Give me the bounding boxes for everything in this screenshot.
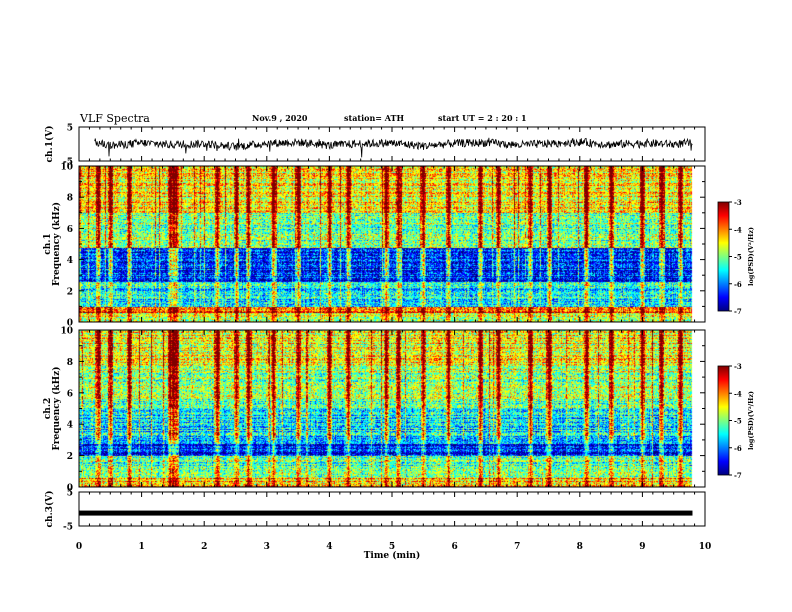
x-tick-label: 9: [639, 542, 645, 552]
date-label: Nov.9 , 2020: [252, 113, 308, 123]
ch1-spectrogram-y-tick-label: 8: [67, 194, 73, 204]
ch2-colorbar-tick-label: -3: [734, 362, 742, 371]
x-tick-label: 3: [264, 542, 270, 552]
ch1-spectrogram-y-axis-label-channel: ch.1: [43, 233, 53, 254]
x-tick-label: 1: [138, 542, 144, 552]
ch2-spectrogram-y-tick-label: 8: [67, 358, 73, 368]
ch1-spectrogram-y-tick-label: 2: [67, 287, 73, 297]
ch3-waveform-y-tick-label: -5: [63, 523, 73, 533]
x-tick-label: 2: [201, 542, 207, 552]
x-tick-label: 4: [326, 542, 332, 552]
ch1-spectrogram-image: [79, 166, 705, 322]
x-tick-label: 8: [577, 542, 583, 552]
ch1-colorbar: [717, 201, 730, 312]
ch1-colorbar-tick-label: -3: [734, 198, 742, 207]
ch2-colorbar-tick-label: -6: [734, 444, 742, 453]
ch1-waveform-y-axis-label: ch.1(V): [44, 126, 55, 163]
ch2-spectrogram-y-tick-label: 6: [67, 389, 73, 399]
ch1-spectrogram-y-tick-label: 0: [67, 319, 73, 329]
ch1-colorbar-tick-label: -7: [734, 307, 742, 316]
ch2-spectrogram-y-tick-label: 4: [67, 421, 73, 431]
station-label: station= ATH: [344, 113, 405, 123]
x-tick-label: 0: [76, 542, 82, 552]
ch3-panel-frame: [78, 491, 706, 527]
ch2-colorbar-tick-label: -7: [734, 471, 742, 480]
x-tick-label: 6: [451, 542, 457, 552]
ch3-waveform-y-axis-label: ch.3(V): [44, 491, 55, 528]
x-axis-label: Time (min): [364, 550, 421, 561]
ch2-spectrogram-image: [79, 330, 705, 487]
ch1-colorbar-label: log(PSD)(V²/Hz): [747, 227, 755, 286]
ch2-colorbar: [717, 365, 730, 476]
ch3-waveform-trace: [79, 510, 693, 516]
ch2-spectrogram-y-tick-label: 0: [67, 484, 73, 494]
ch1-spectrogram-y-tick-label: 6: [67, 225, 73, 235]
ch3-waveform-y-tick-label: 5: [67, 489, 73, 499]
ch1-spectrogram-y-tick-label: 10: [60, 163, 73, 173]
ch1-spectrogram-y-axis-label: Frequency (kHz): [51, 202, 62, 286]
ch1-spectrogram-y-tick-label: 4: [67, 256, 73, 266]
x-tick-label: 10: [699, 542, 712, 552]
ch2-colorbar-tick-label: -4: [734, 389, 742, 398]
ch2-spectrogram-y-axis-label: Frequency (kHz): [51, 366, 62, 450]
ch2-colorbar-label: log(PSD)(V²/Hz): [747, 391, 755, 450]
ch1-colorbar-tick-label: -4: [734, 225, 742, 234]
x-tick-label: 7: [514, 542, 520, 552]
start-ut-label: start UT = 2 : 20 : 1: [438, 113, 527, 123]
ch1-colorbar-tick-label: -6: [734, 280, 742, 289]
ch1-waveform-y-tick-label: 5: [67, 124, 73, 134]
ch2-spectrogram-y-tick-label: 10: [60, 327, 73, 337]
ch1-waveform-trace: [94, 137, 693, 158]
chart-title: VLF Spectra: [80, 112, 150, 125]
x-tick-label: 5: [389, 542, 395, 552]
ch1-colorbar-tick-label: -5: [734, 253, 742, 262]
ch1-waveform-y-tick-label: -5: [63, 158, 73, 168]
ch2-spectrogram-y-tick-label: 2: [67, 452, 73, 462]
ch2-colorbar-tick-label: -5: [734, 417, 742, 426]
ch2-spectrogram-y-axis-label-channel: ch.2: [43, 398, 53, 419]
